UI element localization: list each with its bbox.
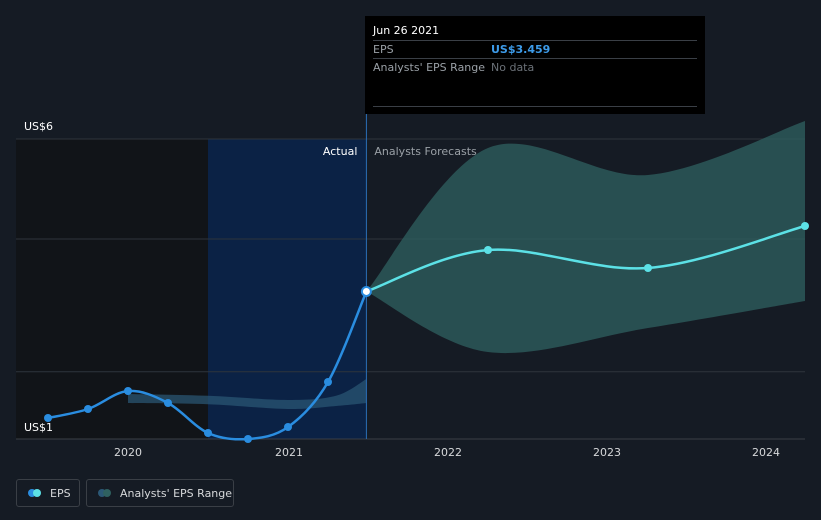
x-axis-labels: 2020 2021 2022 2023 2024 bbox=[114, 446, 780, 459]
eps-actual-point bbox=[244, 435, 252, 443]
eps-legend-icon bbox=[28, 489, 42, 497]
tooltip-range-value: No data bbox=[491, 61, 535, 74]
eps-actual-point bbox=[204, 429, 212, 437]
eps-forecast-point bbox=[484, 246, 492, 254]
range-legend-icon bbox=[98, 489, 112, 497]
eps-actual-point bbox=[324, 378, 332, 386]
eps-points bbox=[44, 222, 809, 443]
highlight-point bbox=[360, 285, 372, 297]
x-tick-label: 2020 bbox=[114, 446, 142, 459]
eps-forecast-line bbox=[365, 224, 806, 293]
eps-actual-point bbox=[284, 423, 292, 431]
eps-actual-point bbox=[164, 399, 172, 407]
legend-eps-label: EPS bbox=[50, 486, 71, 500]
tooltip-range-label: Analysts' EPS Range bbox=[373, 61, 486, 74]
actual-label: Actual bbox=[323, 145, 357, 158]
eps-forecast-point bbox=[801, 222, 809, 230]
forecast-range-band bbox=[366, 121, 805, 354]
tooltip-date: Jun 26 2021 bbox=[373, 16, 697, 41]
forecast-label: Analysts Forecasts bbox=[374, 145, 477, 158]
x-tick-label: 2024 bbox=[752, 446, 780, 459]
tooltip-range-row: Analysts' EPS Range No data bbox=[373, 59, 697, 85]
tooltip: Jun 26 2021 EPS US$3.459 Analysts' EPS R… bbox=[365, 16, 705, 114]
x-tick-label: 2021 bbox=[275, 446, 303, 459]
legend-eps[interactable]: EPS bbox=[16, 479, 80, 507]
y-tick-label: US$6 bbox=[24, 120, 53, 133]
eps-actual-point bbox=[44, 414, 52, 422]
x-tick-label: 2022 bbox=[434, 446, 462, 459]
x-tick-label: 2023 bbox=[593, 446, 621, 459]
y-tick-label: US$1 bbox=[24, 421, 53, 434]
legend-range-label: Analysts' EPS Range bbox=[120, 486, 233, 500]
eps-actual-point bbox=[124, 387, 132, 395]
y-axis-labels: US$6 US$1 bbox=[24, 120, 53, 434]
eps-actual-point bbox=[84, 405, 92, 413]
tooltip-divider bbox=[373, 106, 697, 107]
actual-highlight-region bbox=[208, 139, 367, 439]
tooltip-eps-row: EPS US$3.459 bbox=[373, 41, 697, 59]
past-shade bbox=[16, 139, 208, 439]
tooltip-eps-value: US$3.459 bbox=[491, 43, 551, 56]
tooltip-eps-label: EPS bbox=[373, 43, 394, 56]
actual-range-band bbox=[128, 379, 367, 410]
legend-range[interactable]: Analysts' EPS Range bbox=[86, 479, 234, 507]
eps-forecast-point bbox=[644, 264, 652, 272]
